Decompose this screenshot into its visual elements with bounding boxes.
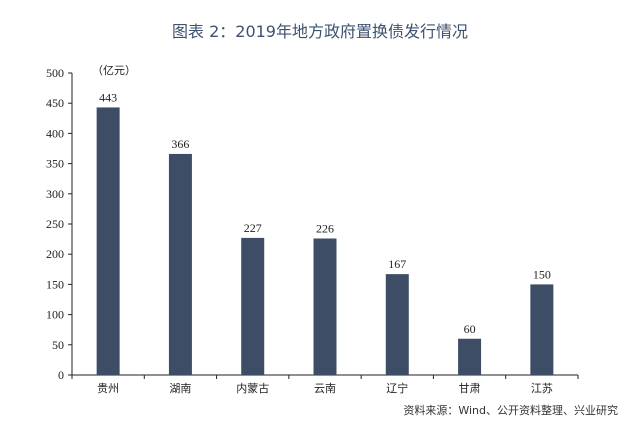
y-tick-label: 500 [46,66,64,80]
bar [385,274,409,375]
chart-title: 图表 2：2019年地方政府置换债发行情况 [172,22,468,41]
data-label: 226 [316,221,334,235]
bar [96,107,120,375]
y-tick-label: 150 [46,277,64,291]
data-label: 443 [99,90,117,104]
x-category-label: 内蒙古 [236,381,269,395]
bar [458,338,482,375]
y-tick-label: 0 [58,368,64,382]
y-tick-label: 450 [46,96,64,110]
data-label: 167 [388,257,406,271]
y-axis-unit: （亿元） [92,64,136,77]
x-category-label: 贵州 [97,382,119,395]
x-category-label: 江苏 [531,382,553,395]
bar [530,284,554,375]
y-tick-label: 400 [46,126,64,140]
y-tick-label: 50 [52,338,64,352]
x-category-label: 湖南 [169,382,191,395]
y-tick-label: 100 [46,308,64,322]
y-tick-label: 300 [46,187,64,201]
x-category-label: 云南 [314,382,336,395]
bar [168,153,192,375]
bar [313,238,337,375]
data-label: 227 [244,221,262,235]
data-label: 150 [533,267,551,281]
data-label: 60 [464,322,476,336]
y-tick-label: 350 [46,157,64,171]
source-note: 资料来源：Wind、公开资料整理、兴业研究 [403,404,618,417]
y-tick-label: 200 [46,247,64,261]
x-category-label: 辽宁 [386,381,408,395]
data-label: 366 [171,137,189,151]
y-tick-label: 250 [46,217,64,231]
bar [241,237,265,375]
x-category-label: 甘肃 [459,382,481,395]
